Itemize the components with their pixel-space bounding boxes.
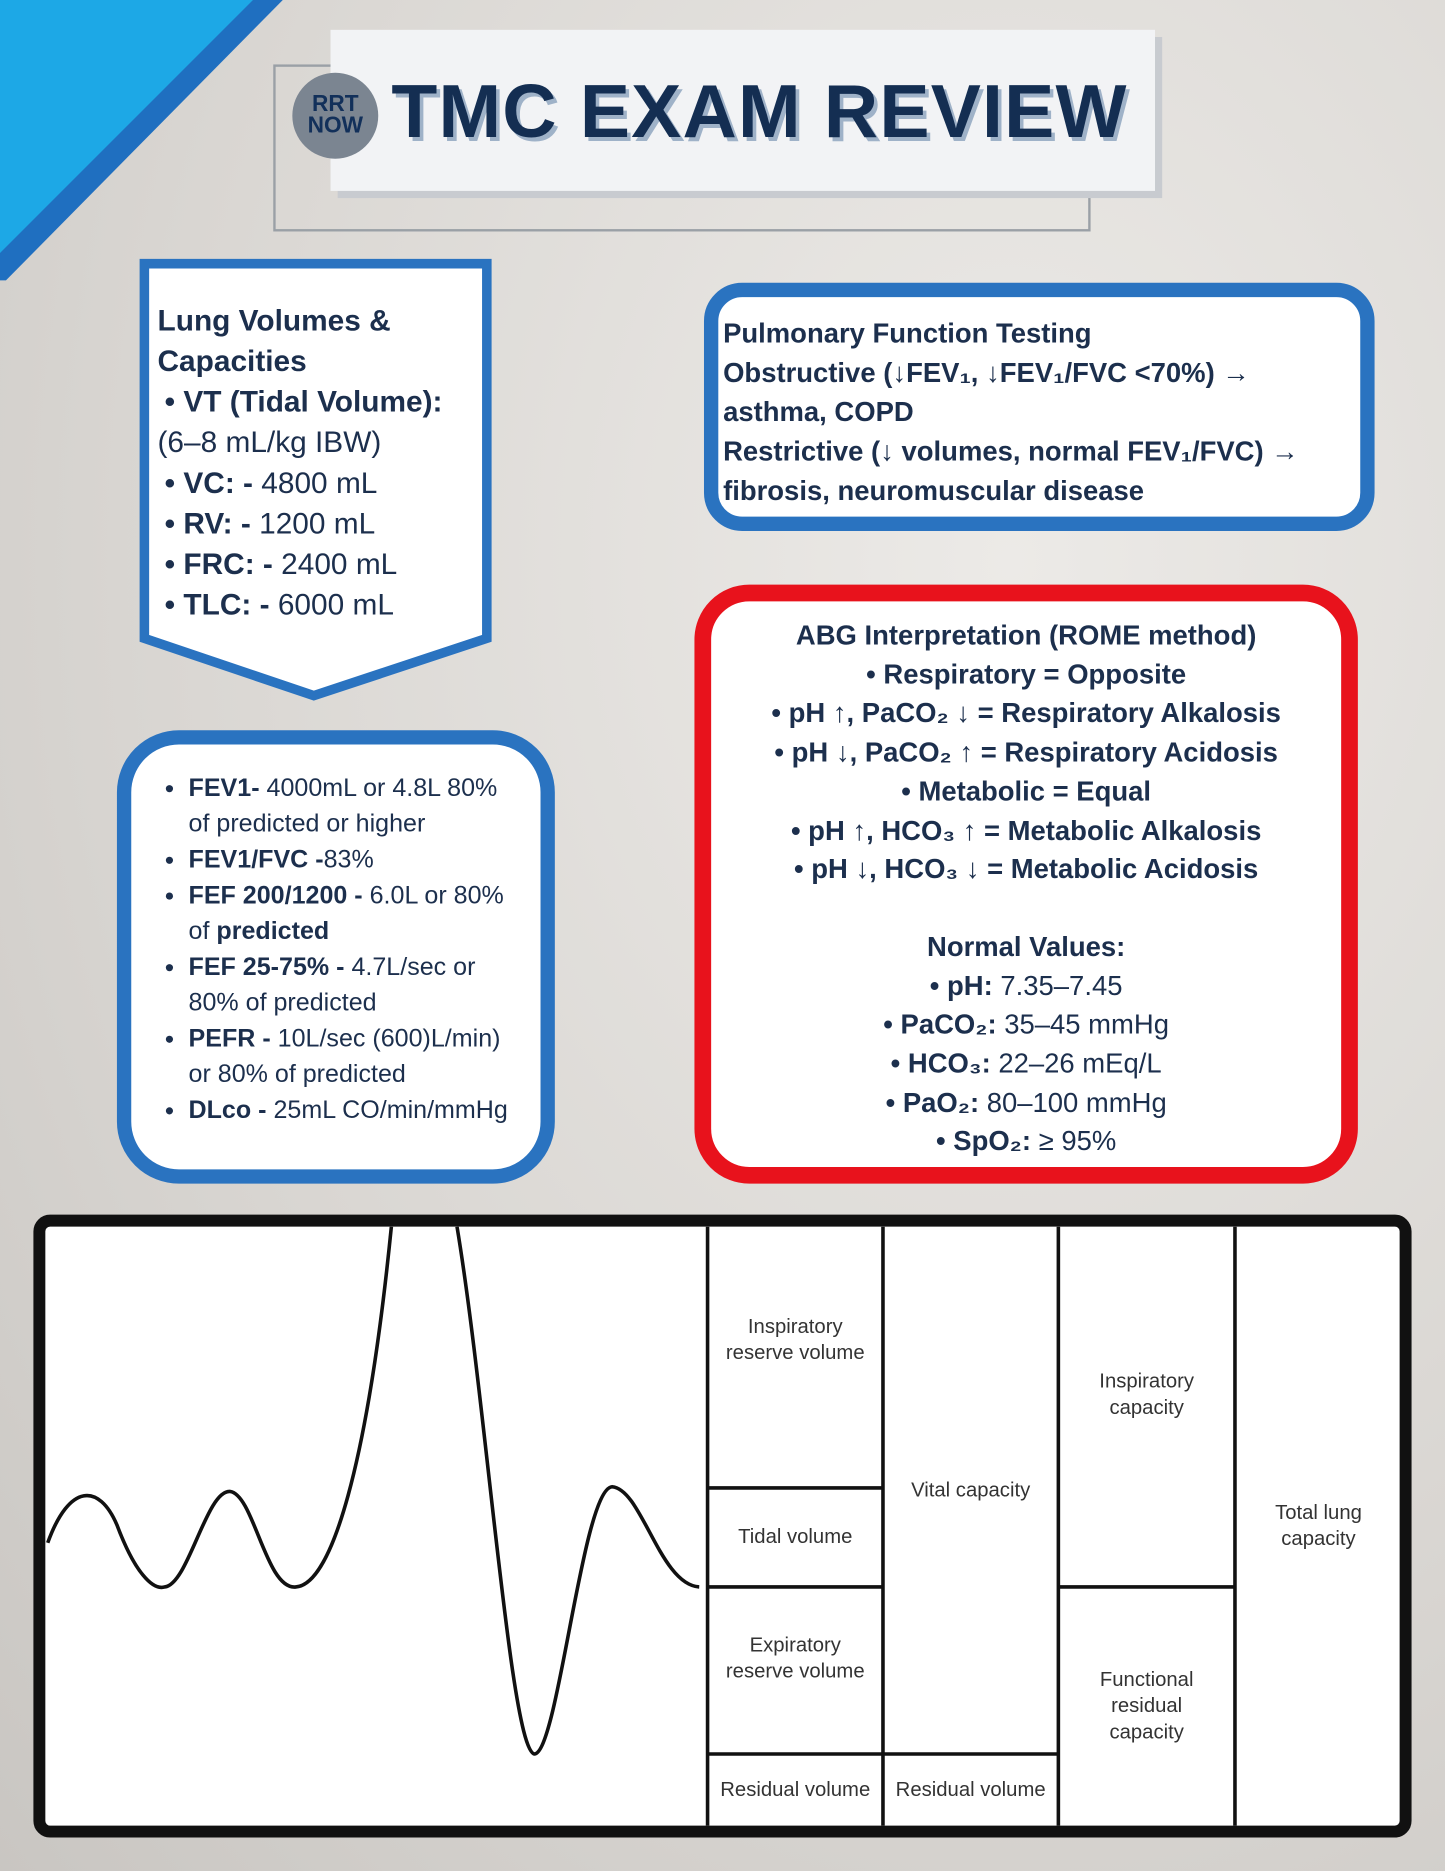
abg-rule: • Metabolic = Equal bbox=[901, 775, 1152, 807]
item-label: • PaCO₂: bbox=[883, 1008, 997, 1040]
item-label: • pH: bbox=[929, 969, 993, 1001]
normal-item: • HCO₃: 22–26 mEq/L bbox=[711, 1044, 1341, 1083]
item-label: • HCO₃: bbox=[890, 1047, 991, 1079]
diagram-label: Functional residual capacity bbox=[1099, 1667, 1194, 1744]
spirometry-diagram: Inspiratory reserve volume Tidal volume … bbox=[33, 1214, 1412, 1838]
item-value: 2400 mL bbox=[281, 547, 398, 582]
title-box bbox=[330, 29, 1156, 191]
item-label: • RV: - bbox=[164, 507, 251, 541]
diagram-label: Residual volume bbox=[720, 1777, 871, 1801]
item-value: ≥ 95% bbox=[1038, 1125, 1117, 1157]
normal-item: • PaCO₂: 35–45 mmHg bbox=[711, 1005, 1341, 1044]
diagram-label: Expiratory reserve volume bbox=[725, 1633, 865, 1683]
item-label: • PaO₂: bbox=[885, 1086, 980, 1118]
item-value: 35–45 mmHg bbox=[1004, 1008, 1170, 1040]
flow-item: DLco - 25mL CO/min/mmHg bbox=[189, 1093, 524, 1129]
abg-title: ABG Interpretation (ROME method) bbox=[795, 619, 1257, 651]
item-value: 4800 mL bbox=[261, 466, 378, 500]
item-value: 7.35–7.45 bbox=[1000, 969, 1123, 1001]
item: • VC: - 4800 mL bbox=[158, 463, 468, 504]
flow-item: FEF 25-75% - 4.7L/sec or 80% of predicte… bbox=[189, 950, 524, 1022]
pft-line: asthma, COPD bbox=[723, 396, 914, 428]
item-label: FEF 200/1200 - bbox=[188, 881, 363, 910]
item-value: 4.7L/sec or 80% of predicted bbox=[188, 953, 476, 1017]
item-value: 4000mL or 4.8L 80% of predicted or highe… bbox=[188, 774, 498, 838]
item-label: DLco - bbox=[188, 1096, 267, 1124]
item-value: 80–100 mmHg bbox=[986, 1086, 1167, 1118]
flow-item: FEF 200/1200 - 6.0L or 80% of predicted bbox=[189, 878, 524, 950]
normal-title: Normal Values: bbox=[927, 930, 1126, 962]
item: • TLC: - 6000 mL bbox=[158, 585, 468, 626]
diagram-label: Vital capacity bbox=[911, 1478, 1031, 1501]
spirogram bbox=[46, 1226, 1237, 1826]
pft-line: Restrictive (↓ volumes, normal FEV₁/FVC)… bbox=[723, 435, 1299, 467]
abg-rule: • pH ↑, HCO₃ ↑ = Metabolic Alkalosis bbox=[790, 814, 1262, 846]
flow-item: FEV1/FVC -83% bbox=[189, 842, 524, 878]
flow-item: FEV1- 4000mL or 4.8L 80% of predicted or… bbox=[189, 771, 524, 843]
pft-line: Pulmonary Function Testing bbox=[723, 317, 1092, 349]
diagram-label: Inspiratory capacity bbox=[1099, 1369, 1195, 1419]
logo: RRT NOW bbox=[292, 72, 379, 159]
item-label: FEF 25-75% - bbox=[188, 953, 345, 981]
diagram-label: Inspiratory reserve volume bbox=[725, 1314, 865, 1364]
abg-rule: • pH ↓, HCO₃ ↓ = Metabolic Acidosis bbox=[794, 853, 1259, 885]
normal-item: • SpO₂: ≥ 95% bbox=[711, 1122, 1341, 1161]
pft-line: fibrosis, neuromuscular disease bbox=[723, 474, 1145, 506]
abg-box: ABG Interpretation (ROME method) • Respi… bbox=[694, 584, 1358, 1184]
item-value-bold: predicted bbox=[216, 917, 330, 946]
diagram-label: Total lung capacity bbox=[1275, 1500, 1362, 1550]
item: • RV: - 1200 mL bbox=[158, 504, 468, 545]
item-label: FEV1/FVC - bbox=[188, 845, 324, 874]
item-value: 10L/sec (600)L/min) or 80% of predicted bbox=[188, 1024, 501, 1089]
item-value: 6.0L or 80% of bbox=[188, 881, 504, 946]
pft-line: Obstructive (↓FEV₁, ↓FEV₁/FVC <70%) → bbox=[723, 356, 1250, 388]
item-label: PEFR - bbox=[188, 1024, 271, 1053]
item: • FRC: - 2400 mL bbox=[158, 544, 468, 585]
abg-rule: • pH ↓, PaCO₂ ↑ = Respiratory Acidosis bbox=[774, 736, 1278, 768]
item-value: 25mL CO/min/mmHg bbox=[273, 1096, 508, 1124]
diagram-label: Residual volume bbox=[895, 1777, 1046, 1801]
lung-volumes-frame bbox=[139, 258, 492, 701]
lung-volumes: Lung Volumes & Capacities • VT (Tidal Vo… bbox=[158, 301, 468, 626]
item-value: 1200 mL bbox=[259, 507, 376, 541]
item-label: • FRC: - bbox=[164, 547, 273, 582]
logo-text: NOW bbox=[307, 113, 363, 139]
normal-item: • PaO₂: 80–100 mmHg bbox=[711, 1083, 1341, 1122]
abg-rule: • Respiratory = Opposite bbox=[866, 658, 1187, 690]
normal-item: • pH: 7.35–7.45 bbox=[711, 966, 1341, 1005]
item-label: FEV1- bbox=[188, 774, 260, 802]
flow-tests-box: FEV1- 4000mL or 4.8L 80% of predicted or… bbox=[116, 730, 555, 1184]
title: TMC EXAM REVIEW bbox=[391, 70, 1128, 154]
item-label: • SpO₂: bbox=[936, 1125, 1032, 1157]
item-label: • VT (Tidal Volume): bbox=[164, 385, 443, 419]
pft-box: Pulmonary Function Testing Obstructive (… bbox=[703, 282, 1375, 531]
logo-text: RRT bbox=[311, 91, 359, 117]
section-title: Lung Volumes & Capacities bbox=[157, 304, 391, 379]
abg-rule: • pH ↑, PaCO₂ ↓ = Respiratory Alkalosis bbox=[771, 697, 1281, 729]
item-label: • VC: - bbox=[164, 466, 253, 500]
flow-item: PEFR - 10L/sec (600)L/min) or 80% of pre… bbox=[189, 1021, 524, 1093]
flow-tests-list: FEV1- 4000mL or 4.8L 80% of predicted or… bbox=[131, 771, 524, 1129]
item-value: 22–26 mEq/L bbox=[998, 1047, 1162, 1079]
diagram-label: Tidal volume bbox=[738, 1525, 853, 1549]
item-value: 6000 mL bbox=[277, 588, 394, 622]
item-value: 83% bbox=[323, 845, 374, 874]
item-value: (6–8 mL/kg IBW) bbox=[157, 425, 382, 460]
item-label: • TLC: - bbox=[164, 588, 270, 622]
